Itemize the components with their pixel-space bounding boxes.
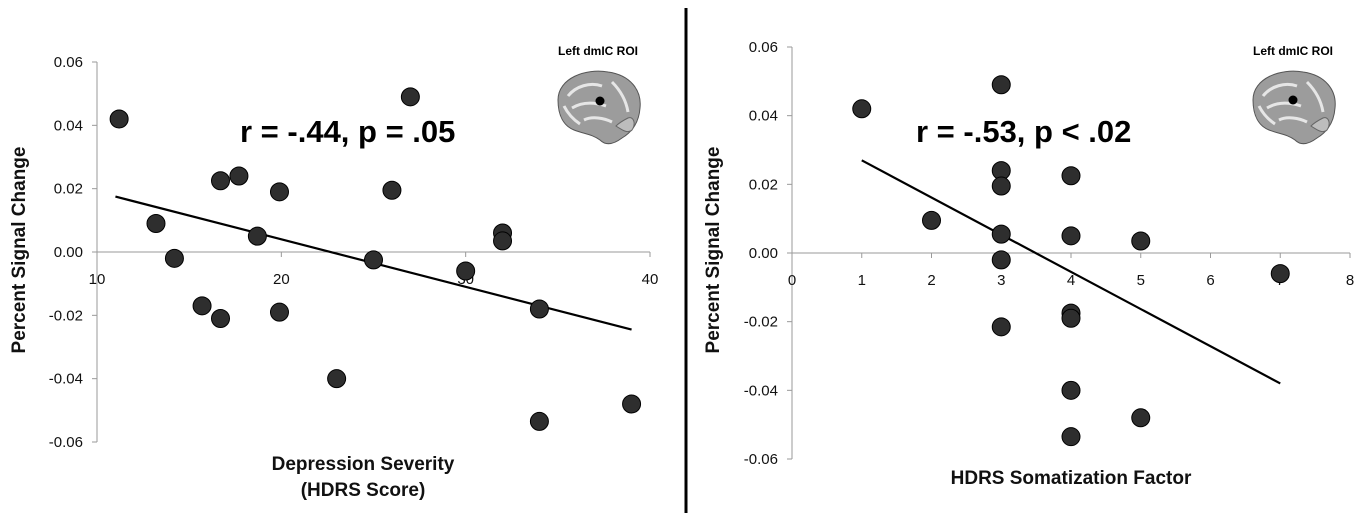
left-x-axis-title-line1: Depression Severity <box>272 454 455 475</box>
right-data-point <box>991 250 1011 270</box>
right-y-tick-label: -0.04 <box>744 382 778 399</box>
right-y-tick-label: 0.02 <box>749 176 778 193</box>
left-data-point <box>211 171 231 191</box>
right-data-point <box>1131 231 1151 251</box>
left-y-tick-label: 0.02 <box>54 181 83 198</box>
right-x-tick-label: 3 <box>997 272 1005 289</box>
left-correlation-annotation: r = -.44, p = .05 <box>240 114 455 149</box>
right-data-point <box>852 99 872 119</box>
left-chart: Percent Signal Change Depression Severit… <box>9 44 658 501</box>
right-y-axis-title: Percent Signal Change <box>703 147 724 354</box>
right-x-tick-label: 0 <box>788 272 796 289</box>
right-data-point <box>1061 308 1081 328</box>
right-data-point <box>991 224 1011 244</box>
left-data-point <box>229 166 249 186</box>
left-x-tick-label: 10 <box>89 271 106 288</box>
left-data-point <box>622 394 642 414</box>
right-y-tick-label: -0.02 <box>744 314 778 331</box>
left-brain-icon <box>557 70 641 145</box>
left-data-point <box>109 109 129 129</box>
right-x-tick-label: 1 <box>858 272 866 289</box>
right-x-tick-label: 8 <box>1346 272 1354 289</box>
right-data-point <box>991 317 1011 337</box>
left-y-tick-label: -0.06 <box>49 434 83 451</box>
left-data-point <box>146 214 166 233</box>
right-data-point <box>1270 264 1290 284</box>
right-x-axis-title: HDRS Somatization Factor <box>951 468 1192 489</box>
right-data-point <box>1061 166 1081 186</box>
left-data-point <box>529 299 549 319</box>
right-brain-icon <box>1252 70 1336 145</box>
right-data-point <box>922 210 941 230</box>
right-data-point <box>1061 427 1081 447</box>
left-data-point <box>269 182 289 202</box>
left-roi-label: Left dmIC ROI <box>558 44 638 58</box>
left-y-tick-label: 0.04 <box>54 117 83 134</box>
right-correlation-annotation: r = -.53, p < .02 <box>916 114 1131 149</box>
left-data-point <box>456 261 476 281</box>
right-x-tick-label: 6 <box>1206 272 1214 289</box>
left-x-tick-label: 40 <box>642 271 659 288</box>
left-data-point <box>382 180 402 200</box>
left-data-point <box>529 411 549 431</box>
left-roi-marker <box>595 96 605 106</box>
right-chart: Percent Signal Change HDRS Somatization … <box>703 39 1354 489</box>
right-x-tick-label: 2 <box>927 272 935 289</box>
left-data-point <box>211 309 231 328</box>
left-x-tick-label: 20 <box>273 271 290 288</box>
left-data-point <box>400 87 420 107</box>
left-data-point <box>192 296 212 316</box>
right-roi-label: Left dmIC ROI <box>1253 44 1333 58</box>
right-trendline <box>861 159 1281 385</box>
left-data-point <box>327 369 347 389</box>
right-data-point <box>1131 408 1151 428</box>
left-y-tick-label: 0.00 <box>54 244 83 261</box>
left-data-point <box>164 248 184 268</box>
right-roi-marker <box>1288 95 1298 105</box>
right-y-tick-label: 0.06 <box>749 39 778 56</box>
right-y-tick-label: 0.00 <box>749 245 778 262</box>
left-y-tick-label: 0.06 <box>54 54 83 71</box>
right-data-point <box>991 176 1011 196</box>
left-x-axis-title-line2: (HDRS Score) <box>301 480 426 501</box>
left-data-point <box>247 226 267 246</box>
right-x-tick-label: 4 <box>1067 272 1075 289</box>
right-y-tick-label: -0.06 <box>744 451 778 468</box>
left-data-point <box>493 231 513 251</box>
left-y-axis-title: Percent Signal Change <box>9 147 30 354</box>
left-y-tick-label: -0.02 <box>49 307 83 324</box>
right-x-tick-label: 5 <box>1137 272 1145 289</box>
right-data-point <box>1061 226 1081 246</box>
right-y-tick-label: 0.04 <box>749 108 778 125</box>
left-data-point <box>269 302 289 322</box>
right-data-point <box>1061 380 1081 400</box>
right-data-point <box>991 75 1011 95</box>
left-data-point <box>364 250 383 270</box>
left-y-tick-label: -0.04 <box>49 371 83 388</box>
